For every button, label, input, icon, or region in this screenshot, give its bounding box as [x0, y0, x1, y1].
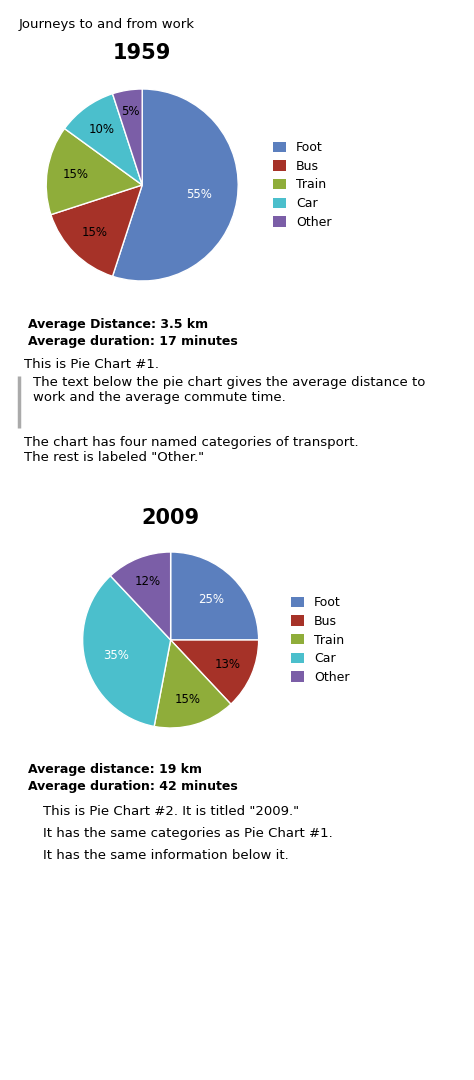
Text: Average duration: 17 minutes: Average duration: 17 minutes — [28, 335, 238, 348]
Wedge shape — [110, 552, 171, 640]
Legend: Foot, Bus, Train, Car, Other: Foot, Bus, Train, Car, Other — [292, 596, 349, 684]
Wedge shape — [82, 576, 171, 727]
Wedge shape — [46, 129, 142, 215]
Text: Average Distance: 3.5 km: Average Distance: 3.5 km — [28, 318, 209, 330]
Wedge shape — [51, 185, 142, 276]
Wedge shape — [64, 94, 142, 185]
Wedge shape — [171, 552, 259, 640]
Text: 10%: 10% — [89, 123, 115, 136]
Text: 15%: 15% — [63, 168, 89, 181]
Title: 1959: 1959 — [113, 43, 172, 64]
Text: 25%: 25% — [198, 593, 224, 606]
Text: Average distance: 19 km: Average distance: 19 km — [28, 762, 202, 777]
Text: 15%: 15% — [175, 692, 201, 705]
Text: 5%: 5% — [121, 105, 140, 118]
Text: The chart has four named categories of transport.
The rest is labeled "Other.": The chart has four named categories of t… — [24, 436, 358, 464]
Text: 15%: 15% — [82, 226, 108, 239]
Wedge shape — [154, 640, 231, 728]
Legend: Foot, Bus, Train, Car, Other: Foot, Bus, Train, Car, Other — [273, 141, 331, 229]
Text: 13%: 13% — [214, 658, 240, 671]
Text: 12%: 12% — [134, 575, 160, 588]
Text: 35%: 35% — [103, 649, 128, 662]
Text: This is Pie Chart #2. It is titled "2009.": This is Pie Chart #2. It is titled "2009… — [43, 805, 299, 818]
Text: The text below the pie chart gives the average distance to
work and the average : The text below the pie chart gives the a… — [33, 376, 426, 404]
Title: 2009: 2009 — [142, 509, 200, 528]
Text: It has the same categories as Pie Chart #1.: It has the same categories as Pie Chart … — [43, 827, 332, 840]
Text: Journeys to and from work: Journeys to and from work — [19, 18, 195, 31]
Text: Average duration: 42 minutes: Average duration: 42 minutes — [28, 780, 238, 793]
Wedge shape — [112, 89, 238, 281]
Wedge shape — [171, 640, 259, 704]
Text: 55%: 55% — [186, 188, 212, 201]
Text: It has the same information below it.: It has the same information below it. — [43, 849, 288, 862]
Wedge shape — [112, 89, 142, 185]
Text: This is Pie Chart #1.: This is Pie Chart #1. — [24, 357, 159, 372]
